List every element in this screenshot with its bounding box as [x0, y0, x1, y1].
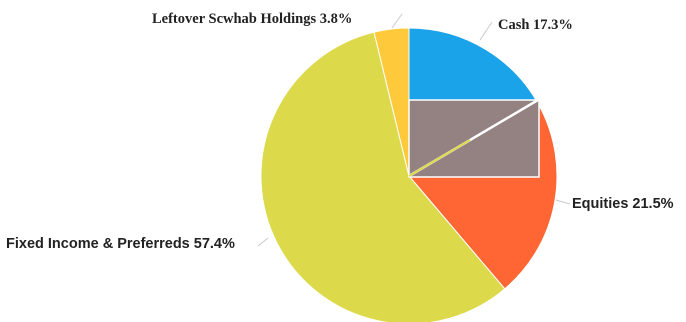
label-equities: Equities 21.5% — [572, 196, 674, 212]
overlay-yellow-line — [408, 139, 471, 177]
leader-leftover — [391, 13, 403, 29]
slice-labels: Cash 17.3% Equities 21.5% Fixed Income &… — [6, 11, 674, 252]
label-leaders — [257, 13, 571, 247]
leader-fixed-income — [257, 237, 269, 247]
label-fixed-income: Fixed Income & Preferreds 57.4% — [6, 236, 235, 252]
pie-slice-leftover-scwhab-holdings — [373, 27, 410, 177]
leader-cash — [479, 21, 493, 41]
pie-slice-fixed-income-preferreds — [260, 31, 506, 322]
leader-equities — [555, 199, 571, 205]
label-cash: Cash 17.3% — [498, 17, 573, 33]
label-leftover: Leftover Scwhab Holdings 3.8% — [152, 11, 352, 27]
